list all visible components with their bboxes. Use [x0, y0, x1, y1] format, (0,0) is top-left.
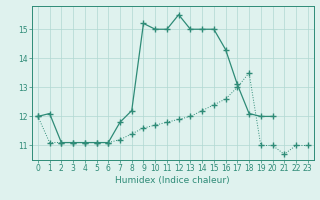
X-axis label: Humidex (Indice chaleur): Humidex (Indice chaleur): [116, 176, 230, 185]
